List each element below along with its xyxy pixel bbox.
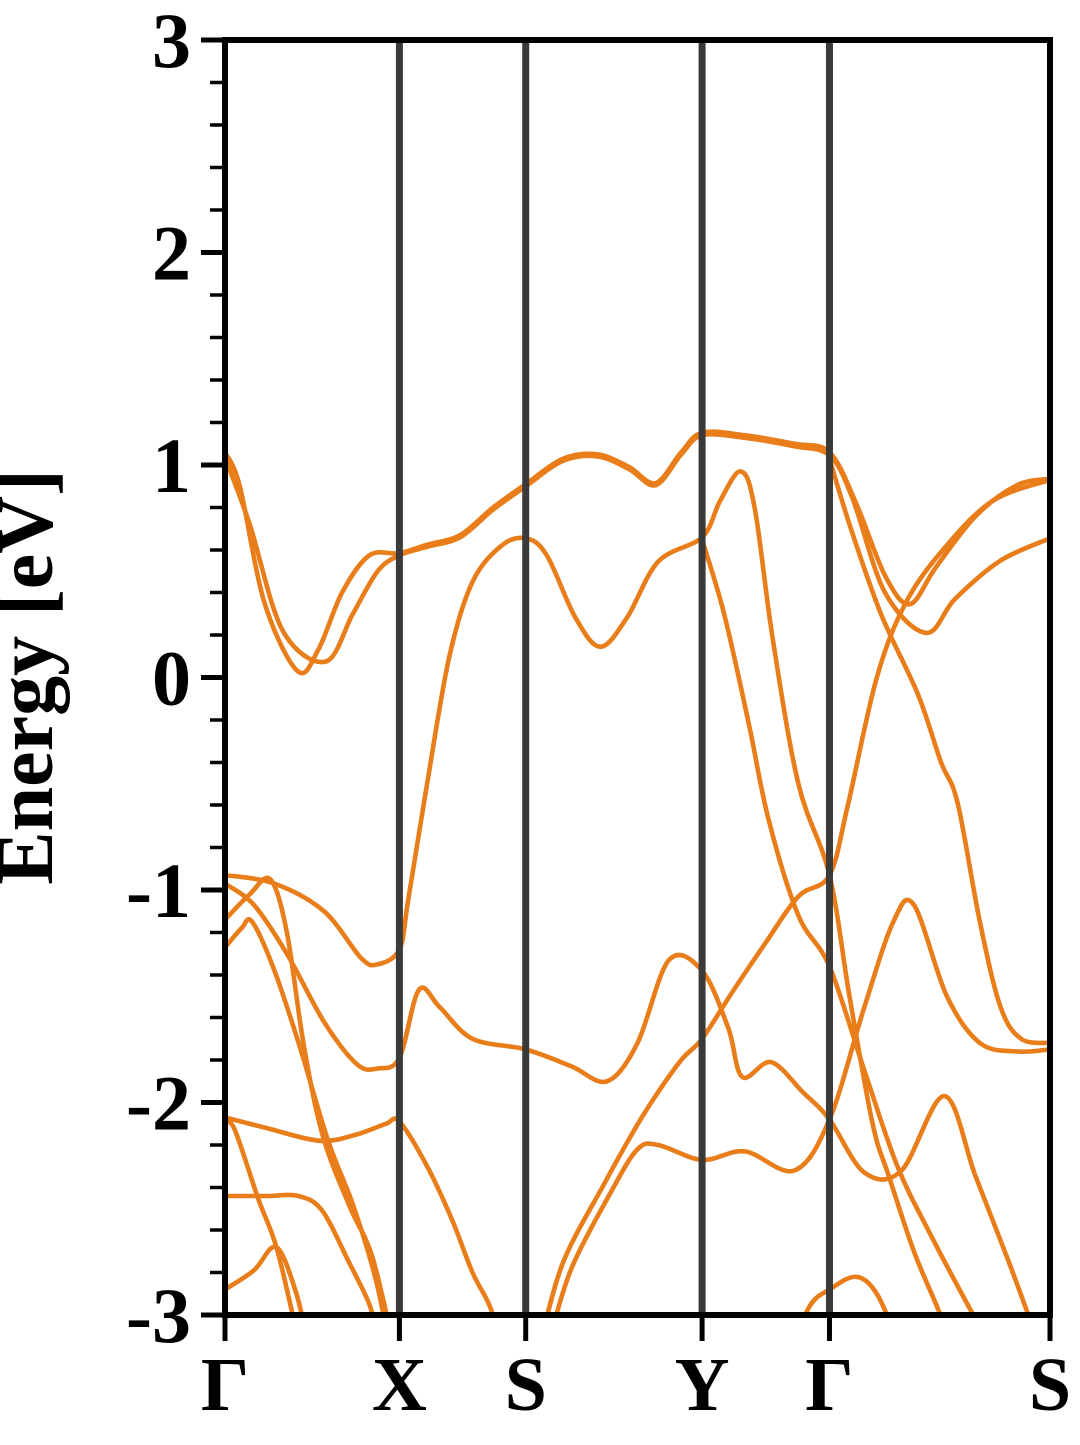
x-tick-label-0: Γ [201, 1343, 249, 1427]
high-symmetry-lines-layer [395, 40, 833, 1315]
x-tick-label-5: S [1029, 1343, 1071, 1427]
band-line-band-05 [827, 456, 1050, 1046]
band-line-band-07 [225, 881, 1031, 1315]
band-line-band-14 [225, 1244, 305, 1315]
axes-layer [201, 37, 1053, 1341]
y-tick-label--1: -1 [126, 847, 191, 934]
y-tick-label-0: 0 [152, 635, 191, 722]
y-tick-label-3: 3 [152, 0, 191, 84]
y-tick-label-1: 1 [152, 422, 191, 509]
band-line-band-06 [544, 477, 1050, 1315]
bands-layer [225, 429, 1050, 1315]
band-line-band-08 [553, 897, 1050, 1315]
y-tick-label--3: -3 [126, 1272, 191, 1359]
plot-frame [222, 37, 1053, 1318]
y-tick-label-2: 2 [152, 210, 191, 297]
x-tick-label-3: Y [675, 1343, 730, 1427]
band-line-band-01 [225, 429, 1050, 676]
band-line-band-13 [225, 1192, 376, 1315]
band-line-band-12 [225, 1119, 296, 1315]
band-line-band-02 [225, 431, 1050, 665]
x-tick-label-4: Γ [805, 1343, 853, 1427]
x-tick-label-1: X [372, 1343, 427, 1427]
y-axis-label: Energy [eV] [0, 469, 70, 884]
band-line-band-04 [699, 537, 976, 1315]
y-tick-label--2: -2 [126, 1060, 191, 1147]
x-tick-label-2: S [505, 1343, 547, 1427]
band-line-band-10 [225, 917, 386, 1315]
band-line-band-15 [802, 1274, 890, 1315]
